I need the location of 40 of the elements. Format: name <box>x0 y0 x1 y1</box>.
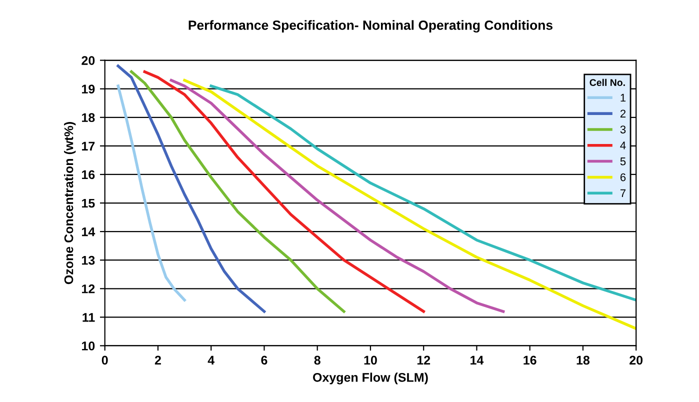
y-tick-label: 20 <box>82 56 95 65</box>
legend-label: 7 <box>620 189 626 198</box>
line-series <box>116 64 266 313</box>
x-tick-label: 20 <box>630 356 643 365</box>
x-tick-label: 8 <box>314 356 320 365</box>
y-tick-label: 18 <box>82 113 95 122</box>
x-tick-label: 2 <box>154 356 161 364</box>
chart-title: Performance Specification- Nominal Operating Conditions <box>188 20 552 33</box>
x-tick-label: 18 <box>576 356 590 365</box>
legend-label: 3 <box>620 126 626 134</box>
line-series <box>116 84 186 302</box>
legend-label: 2 <box>620 110 626 118</box>
y-tick-label: 11 <box>82 313 95 322</box>
line-series <box>143 70 425 313</box>
y-tick-label: 10 <box>82 342 95 350</box>
legend-label: 1 <box>620 94 626 102</box>
x-tick-label: 14 <box>470 356 484 364</box>
x-tick-label: 10 <box>364 356 377 365</box>
x-tick-label: 12 <box>417 356 430 364</box>
y-tick-label: 16 <box>82 170 95 180</box>
line-series <box>210 84 636 302</box>
y-axis-title: Ozone Concentration (wt%) <box>64 122 76 284</box>
y-tick-label: 13 <box>82 256 95 265</box>
x-axis-title: Oxygen Flow (SLM) <box>313 372 428 384</box>
x-tick-label: 0 <box>102 356 108 365</box>
line-series <box>183 78 636 330</box>
legend-label: 4 <box>620 142 626 150</box>
line-series <box>170 78 505 313</box>
legend-label: 6 <box>620 173 626 182</box>
x-tick-label: 6 <box>261 356 268 365</box>
legend-title: Cell No. <box>590 78 625 86</box>
y-tick-label: 19 <box>82 84 95 94</box>
line-series <box>130 70 346 313</box>
y-tick-label: 12 <box>82 284 95 294</box>
y-tick-label: 14 <box>82 227 96 236</box>
y-tick-label: 17 <box>82 142 95 150</box>
y-tick-label: 15 <box>82 198 95 208</box>
legend-label: 5 <box>620 158 626 166</box>
x-tick-label: 4 <box>208 356 215 364</box>
x-tick-label: 16 <box>524 356 536 365</box>
